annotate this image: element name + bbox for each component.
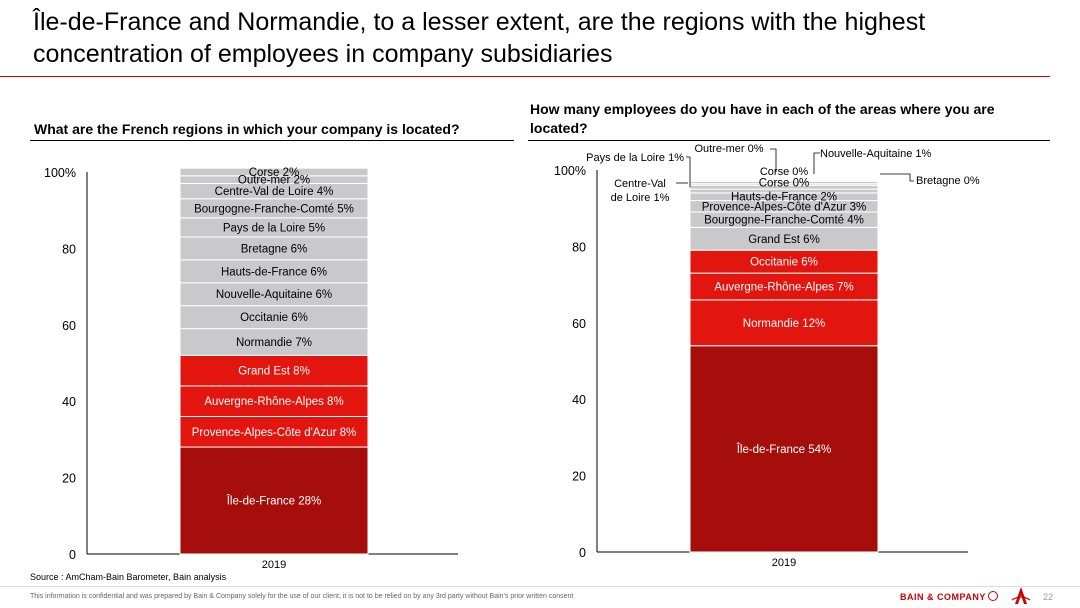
callout-leader [813,152,820,174]
callout-label: Pays de la Loire 1% [586,152,684,164]
bar-segment [179,415,369,448]
left-chart-question: What are the French regions in which you… [34,121,460,137]
bain-brand: BAIN & COMPANY [900,592,986,602]
data-label: Île-de-France 28% [226,495,322,508]
data-label: Hauts-de-France 6% [221,266,327,278]
data-label: Auvergne-Rhône-Alpes 7% [714,282,853,294]
data-label: Grand Est 8% [238,366,310,378]
callout-label: Nouvelle-Aquitaine 1% [820,148,932,160]
data-label: Hauts-de-France 2% [731,192,837,204]
callout-leader [686,156,691,188]
bar-segment [179,167,369,177]
data-label: Corse 0% [760,166,809,178]
x-category-label: 2019 [262,559,286,571]
bar-segment [179,446,369,555]
data-label: Outre-mer 2% [238,175,310,187]
y-tick-label: 0 [579,546,586,560]
y-tick-label: 40 [572,393,586,407]
x-category-label: 2019 [772,557,796,569]
data-label: Corse 2% [249,167,300,179]
callout-label: Centre-Val [614,178,666,190]
data-label: Nouvelle-Aquitaine 6% [216,289,332,301]
source-note: Source : AmCham-Bain Barometer, Bain ana… [30,572,227,582]
y-tick-label: 60 [572,317,586,331]
data-label: Bretagne 6% [241,243,308,255]
y-tick-label: 80 [572,240,586,254]
data-label: Provence-Alpes-Côte d'Azur 8% [192,427,357,439]
slide-title: Île-de-France and Normandie, to a lesser… [33,8,926,68]
data-label: Centre-Val de Loire 4% [215,186,334,198]
amcham-logo-icon [1011,587,1031,604]
bain-logo-icon [988,591,998,601]
y-tick-label: 20 [62,472,76,486]
y-tick-label: 40 [62,395,76,409]
data-label: Pays de la Loire 5% [223,222,325,234]
bar-segment [179,354,369,387]
callout-label: Bretagne 0% [916,175,980,187]
page-number: 22 [1043,592,1054,602]
bar-segment [689,299,879,347]
y-tick-label: 60 [62,319,76,333]
data-label: Occitanie 6% [240,312,308,324]
y-tick-label: 80 [62,242,76,256]
callout-leader [770,148,777,172]
title-rule [0,76,1050,77]
y-tick-label: 0 [69,548,76,562]
right-question-rule [528,140,1050,141]
data-label: Provence-Alpes-Côte d'Azur 3% [702,201,867,213]
data-label: Bourgogne-Franche-Comté 4% [704,215,864,227]
bar-segment [179,385,369,417]
data-label: Île-de-France 54% [736,443,832,456]
left-question-rule [30,140,514,141]
y-tick-label: 100% [554,164,586,178]
data-label: Normandie 7% [236,337,312,349]
y-tick-label: 20 [572,470,586,484]
callout-label: Outre-mer 0% [694,143,763,155]
bar-segment [179,328,369,356]
right-chart-question: How many employees do you have in each o… [530,101,995,136]
footer-rule [0,586,1080,587]
y-tick-label: 100% [44,166,76,180]
bar-segment [689,345,879,553]
confidentiality-disclaimer: This information is confidential and was… [30,593,574,600]
callout-label: de Loire 1% [611,192,670,204]
data-label: Corse 0% [759,178,810,190]
data-label: Normandie 12% [743,318,825,330]
bar-segment [689,272,879,301]
callout-leader [880,173,914,182]
data-label: Bourgogne-Franche-Comté 5% [194,203,354,215]
data-label: Occitanie 6% [750,257,818,269]
data-label: Grand Est 6% [748,234,820,246]
data-label: Auvergne-Rhône-Alpes 8% [204,396,343,408]
